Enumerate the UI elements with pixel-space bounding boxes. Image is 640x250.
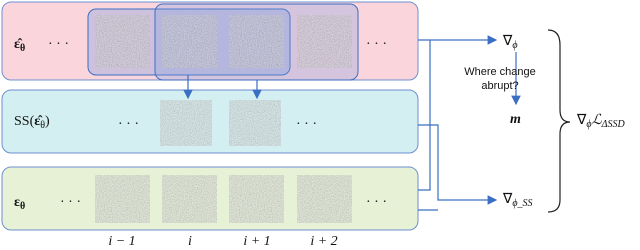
noise-image: [228, 14, 285, 69]
connector: [418, 40, 431, 191]
noise-images: [94, 14, 353, 224]
ellipsis: · · ·: [366, 37, 387, 52]
noise-image: [94, 14, 151, 69]
noise-image: [296, 174, 353, 224]
question: Where change: [464, 66, 536, 78]
subscript: θ: [20, 201, 25, 212]
ellipsis: · · ·: [118, 117, 139, 132]
noise-image: [296, 14, 353, 69]
grad-label: ∇ϕ: [502, 34, 518, 51]
symbol: ∇: [502, 192, 513, 207]
subscript: ΔSSD: [601, 119, 626, 130]
prefix: SS(: [14, 114, 35, 129]
row-label: ε̂θ: [14, 37, 25, 54]
subscript: θ: [40, 120, 45, 131]
grad-ss-label: ∇ϕ_SS: [502, 192, 533, 209]
subscript: ϕ: [586, 119, 591, 130]
index-label: i − 1: [108, 234, 135, 249]
suffix: ): [45, 114, 50, 129]
ellipsis: · · ·: [60, 195, 81, 210]
loss-label: ∇ϕℒΔSSD: [576, 113, 626, 130]
noise-image: [228, 174, 285, 224]
noise-image: [228, 99, 282, 147]
noise-image: [161, 14, 218, 69]
index-label: i: [188, 234, 192, 249]
noise-image: [94, 174, 151, 224]
index-label: i + 2: [310, 234, 337, 249]
index-label: i + 1: [243, 234, 270, 249]
symbol: ∇: [502, 34, 513, 49]
ellipsis: · · ·: [366, 195, 387, 210]
term: ℒ: [592, 113, 603, 128]
subscript: θ: [20, 43, 25, 54]
row-label: εθ: [14, 195, 25, 212]
question: abrupt?: [481, 80, 518, 92]
ellipsis: · · ·: [48, 37, 69, 52]
brace: [547, 29, 571, 213]
ellipsis: · · ·: [296, 117, 317, 132]
noise-image: [159, 99, 213, 147]
symbol: ε: [14, 195, 20, 210]
symbol: ε̂: [14, 37, 23, 52]
symbol: ε̂: [34, 114, 43, 129]
mask-label: m: [510, 112, 521, 127]
symbol: ∇: [576, 113, 587, 128]
row-label: SS(ε̂θ): [14, 114, 50, 131]
connector: [418, 124, 498, 205]
subscript: ϕ: [512, 40, 517, 51]
noise-image: [161, 174, 218, 224]
subscript: ϕ_SS: [512, 198, 532, 209]
